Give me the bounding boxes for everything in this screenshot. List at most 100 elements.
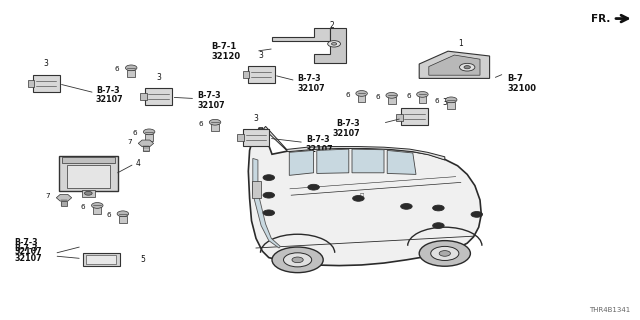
Circle shape [92, 203, 103, 208]
Circle shape [328, 41, 340, 47]
Text: 6: 6 [435, 99, 440, 104]
Text: 3: 3 [156, 73, 161, 82]
Text: B-7-1
32120: B-7-1 32120 [211, 43, 241, 61]
Bar [145, 88, 172, 105]
Bar [211, 124, 219, 131]
Polygon shape [264, 126, 445, 160]
Polygon shape [352, 149, 384, 173]
Bar [145, 134, 153, 141]
Text: 6: 6 [345, 92, 350, 98]
Text: B-7-3
32107: B-7-3 32107 [298, 74, 325, 92]
Text: 3: 3 [44, 60, 49, 68]
Bar [93, 207, 101, 214]
Circle shape [284, 253, 312, 267]
Polygon shape [248, 128, 481, 266]
Text: 6: 6 [115, 67, 120, 72]
Bar [388, 97, 396, 104]
Text: 6: 6 [375, 94, 380, 100]
Text: B-7-3
32107: B-7-3 32107 [14, 244, 42, 263]
Bar [396, 114, 403, 121]
Circle shape [471, 212, 483, 217]
Polygon shape [289, 150, 314, 175]
Circle shape [263, 210, 275, 216]
Polygon shape [419, 51, 490, 78]
Circle shape [433, 205, 444, 211]
Bar [401, 108, 428, 125]
Bar [248, 66, 275, 83]
Bar [419, 96, 426, 103]
Circle shape [401, 204, 412, 209]
Bar [127, 70, 135, 77]
Text: 6: 6 [406, 93, 411, 99]
Text: 6: 6 [106, 212, 111, 218]
Circle shape [460, 63, 475, 71]
Text: FR.: FR. [591, 13, 610, 24]
Circle shape [117, 211, 129, 217]
Circle shape [292, 257, 303, 263]
Circle shape [263, 192, 275, 198]
Bar [143, 146, 149, 151]
Circle shape [356, 91, 367, 96]
Polygon shape [56, 195, 72, 201]
Bar [82, 190, 95, 197]
Polygon shape [387, 150, 416, 174]
Circle shape [143, 129, 155, 135]
Bar [243, 71, 249, 78]
Bar [61, 201, 67, 206]
Circle shape [308, 184, 319, 190]
Circle shape [386, 92, 397, 98]
Bar [59, 156, 118, 191]
Circle shape [417, 92, 428, 97]
Text: 4: 4 [135, 159, 140, 168]
Text: 5: 5 [140, 255, 145, 264]
Bar [28, 80, 34, 87]
Text: B-7-3
32107: B-7-3 32107 [332, 119, 360, 138]
Polygon shape [317, 149, 349, 173]
Bar [243, 129, 269, 146]
Text: 6: 6 [198, 121, 204, 127]
Bar [447, 102, 455, 109]
Bar [67, 165, 110, 188]
Circle shape [84, 191, 92, 195]
Text: B-7-3
32107: B-7-3 32107 [306, 135, 333, 154]
Text: 3: 3 [253, 114, 259, 123]
Text: 3: 3 [259, 52, 264, 60]
Polygon shape [429, 55, 480, 75]
Circle shape [431, 246, 459, 260]
Text: B-7-3
32107: B-7-3 32107 [197, 92, 225, 110]
Bar [140, 93, 147, 100]
Bar [237, 134, 244, 141]
Text: THR4B1341: THR4B1341 [589, 307, 630, 313]
Circle shape [263, 175, 275, 180]
Circle shape [445, 97, 457, 103]
Circle shape [332, 43, 337, 45]
Text: 7: 7 [45, 193, 51, 199]
Text: 6: 6 [132, 131, 138, 136]
Text: 3: 3 [442, 98, 447, 107]
Bar [33, 75, 60, 92]
Circle shape [272, 247, 323, 273]
Bar [358, 95, 365, 102]
Text: B-7-3
32107: B-7-3 32107 [14, 238, 42, 256]
Polygon shape [252, 181, 261, 198]
Polygon shape [272, 28, 330, 41]
Polygon shape [253, 158, 280, 248]
Bar [83, 253, 120, 266]
Bar [62, 157, 115, 163]
Text: B-7
32100: B-7 32100 [508, 74, 536, 92]
Circle shape [353, 196, 364, 201]
Circle shape [439, 251, 451, 256]
Text: 1: 1 [458, 39, 463, 48]
Circle shape [433, 223, 444, 228]
Circle shape [209, 119, 221, 125]
Text: 6: 6 [81, 204, 86, 210]
Polygon shape [314, 28, 346, 63]
Bar [119, 216, 127, 223]
Circle shape [125, 65, 137, 71]
Polygon shape [138, 140, 154, 147]
Bar [86, 255, 116, 264]
Circle shape [464, 66, 470, 69]
Text: 7: 7 [127, 139, 132, 145]
Circle shape [419, 241, 470, 266]
Text: B-7-3
32107: B-7-3 32107 [96, 86, 124, 104]
